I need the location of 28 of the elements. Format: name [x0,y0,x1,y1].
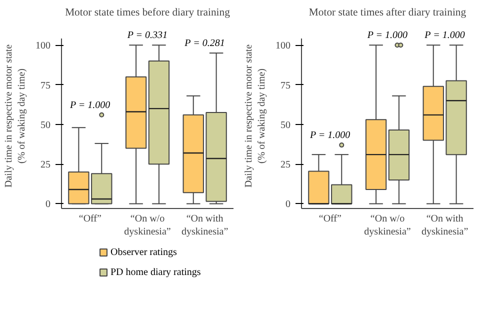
y-tick-label: 100 [36,40,50,52]
annotation: P = 1.000 [366,30,408,42]
legend-label: Observer ratings [110,247,177,258]
chart-title: Motor state times after diary training [308,8,467,18]
annotation: P = 1.000 [308,130,350,142]
annotation: P = 0.281 [184,38,225,50]
x-tick-label: “On w/o dyskinesia” [364,214,411,238]
y-tick-label: 25 [40,160,50,171]
y-tick-label: 75 [40,80,50,92]
y-tick-label: 50 [40,120,50,131]
x-tick-label: “On w/o dyskinesia” [124,214,171,238]
y-tick-label: 25 [280,160,290,171]
annotation: P = 1.000 [68,100,110,111]
y-tick-label: 75 [280,80,290,92]
chart-title: Motor state times before diary training [65,8,231,18]
x-tick-label: “On with dyskinesia” [422,214,468,238]
x-tick-label: “On with dyskinesia” [182,214,228,238]
legend-label: PD home diary ratings [110,267,201,278]
x-tick-label: “Off” [78,214,102,224]
y-tick-label: 100 [276,40,290,52]
annotation: P = 0.331 [126,30,168,42]
y-tick-label: 50 [280,120,290,131]
x-tick-label: “Off” [318,214,342,224]
y-axis-title: Daily time in respective motor state (% of waking day time) [243,44,268,188]
y-tick-label: 0 [286,199,290,210]
y-tick-label: 0 [46,199,50,210]
annotation: P = 1.000 [424,30,465,42]
y-axis-title: Daily time in respective motor state (% of waking day time) [3,44,28,188]
